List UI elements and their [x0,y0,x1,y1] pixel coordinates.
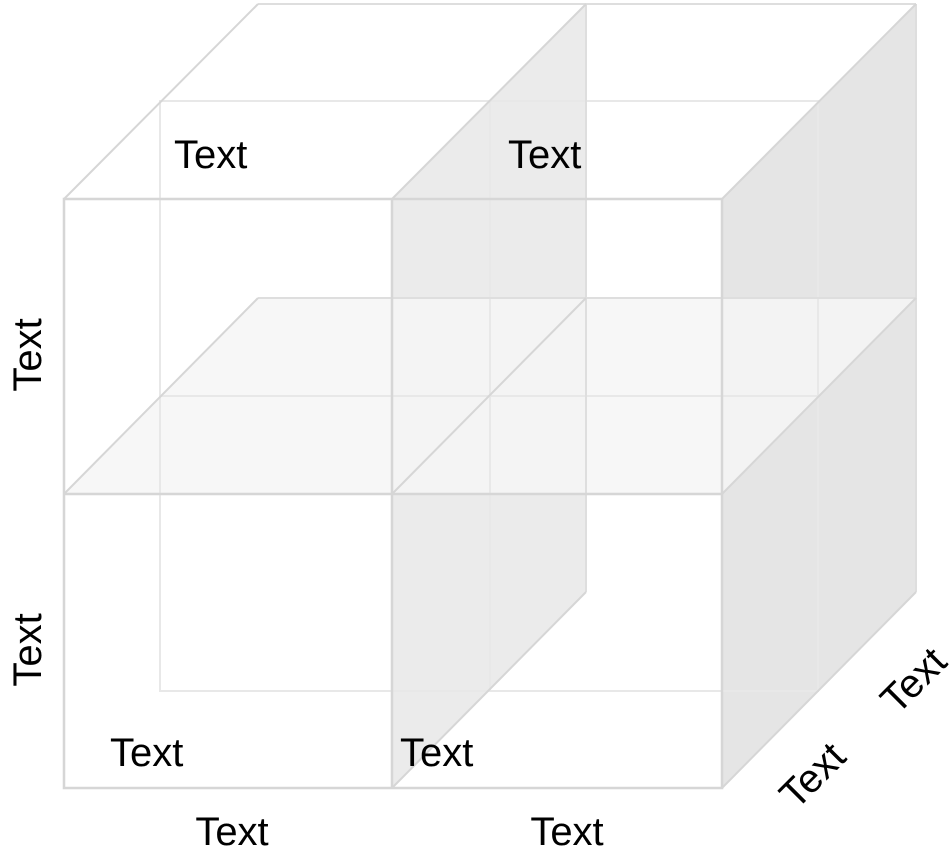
vertical-axis-upper-label: Text [6,318,50,391]
vertical-axis-lower-label: Text [6,613,50,686]
top-left-cell-label: Text [174,133,247,177]
top-right-cell-label: Text [508,133,581,177]
depth-axis-front-label: Text [771,734,854,817]
cube-depth-edges [63,3,917,789]
cube-front-edges [62,197,724,790]
depth-axis-back-label: Text [872,639,949,722]
bottom-left-cell-label: Text [110,731,183,775]
bottom-axis-right-label: Text [530,810,603,853]
bottom-axis-left-label: Text [195,810,268,853]
bottom-right-cell-label: Text [400,731,473,775]
